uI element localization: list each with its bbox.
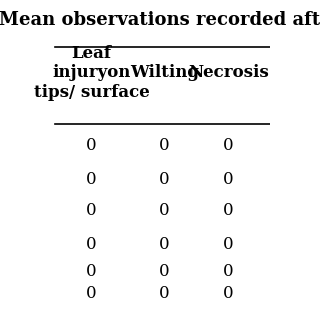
Text: 0: 0 [159,171,170,188]
Text: 0: 0 [86,171,97,188]
Text: 0: 0 [159,236,170,252]
Text: Wilting: Wilting [130,64,199,81]
Text: 0: 0 [159,202,170,219]
Text: 0: 0 [223,263,234,280]
Text: 0: 0 [86,202,97,219]
Text: 0: 0 [86,137,97,154]
Text: 0: 0 [86,285,97,302]
Text: 0: 0 [223,202,234,219]
Text: 0: 0 [86,263,97,280]
Text: 0: 0 [223,236,234,252]
Text: 0: 0 [223,171,234,188]
Text: Necrosis: Necrosis [188,64,268,81]
Text: 0: 0 [223,137,234,154]
Text: 0: 0 [223,285,234,302]
Text: 0: 0 [159,137,170,154]
Text: 0: 0 [86,236,97,252]
Text: 0: 0 [159,263,170,280]
Text: 0: 0 [159,285,170,302]
Text: Leaf
injuryon
tips/ surface: Leaf injuryon tips/ surface [34,45,149,101]
Text: Mean observations recorded aft: Mean observations recorded aft [0,11,320,29]
